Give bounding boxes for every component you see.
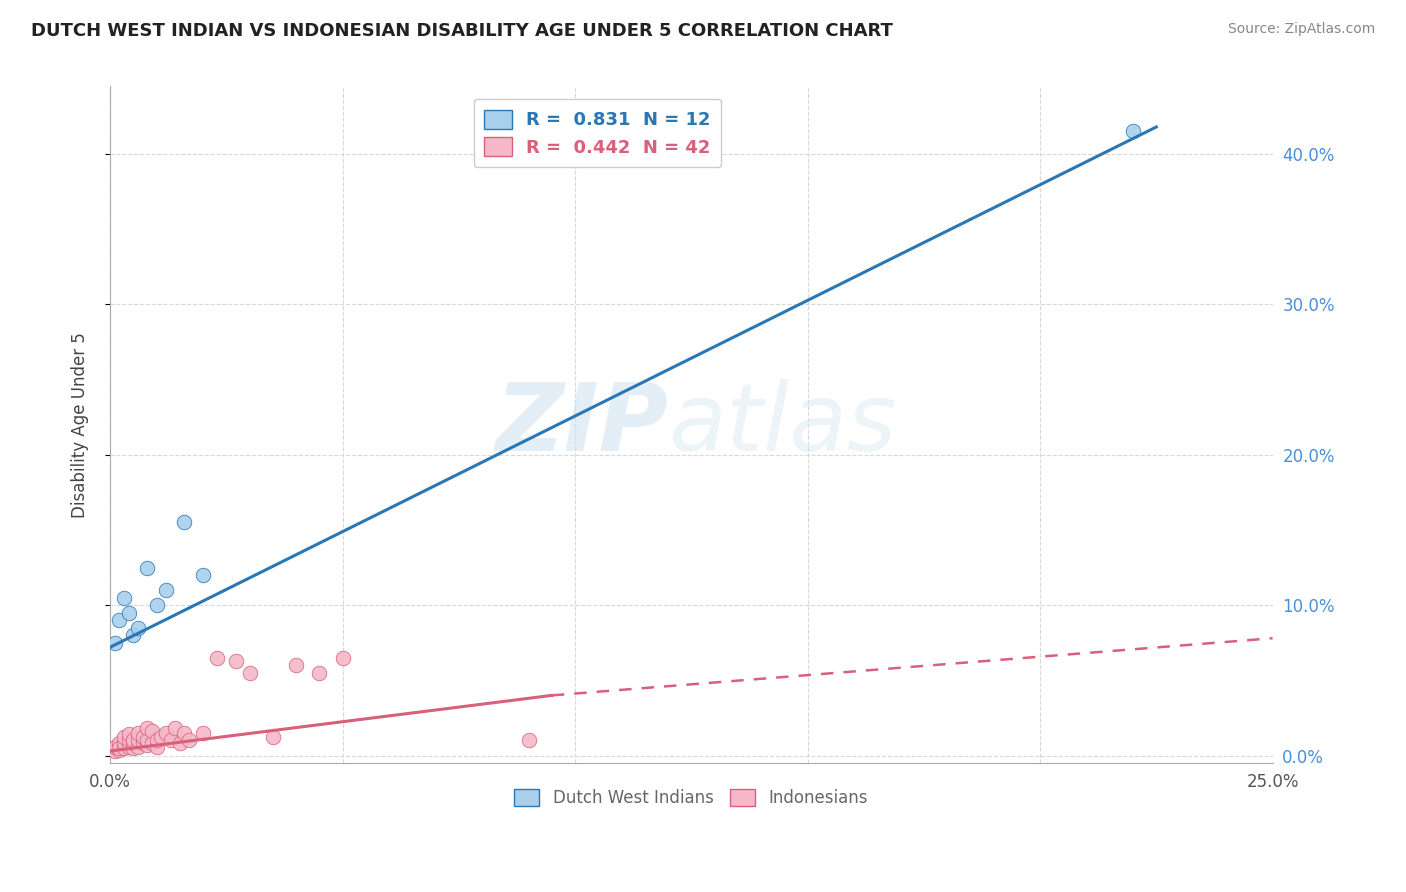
Point bbox=[104, 744, 127, 758]
Point bbox=[127, 726, 149, 740]
Text: DUTCH WEST INDIAN VS INDONESIAN DISABILITY AGE UNDER 5 CORRELATION CHART: DUTCH WEST INDIAN VS INDONESIAN DISABILI… bbox=[31, 22, 893, 40]
Y-axis label: Disability Age Under 5: Disability Age Under 5 bbox=[72, 332, 89, 517]
Point bbox=[155, 726, 177, 740]
Point bbox=[122, 737, 145, 751]
Text: Source: ZipAtlas.com: Source: ZipAtlas.com bbox=[1227, 22, 1375, 37]
Point bbox=[136, 738, 159, 752]
Point bbox=[141, 724, 163, 739]
Point bbox=[127, 733, 149, 747]
Point bbox=[104, 636, 127, 650]
Point bbox=[262, 731, 284, 745]
Point bbox=[179, 733, 201, 747]
Point bbox=[517, 733, 540, 747]
Point bbox=[118, 727, 141, 741]
Point bbox=[136, 722, 159, 736]
Point bbox=[108, 737, 131, 751]
Point bbox=[191, 726, 214, 740]
Legend: Dutch West Indians, Indonesians: Dutch West Indians, Indonesians bbox=[508, 782, 875, 814]
Point bbox=[131, 737, 153, 751]
Point bbox=[112, 741, 135, 756]
Point bbox=[108, 741, 131, 756]
Point bbox=[155, 583, 177, 598]
Point bbox=[112, 731, 135, 745]
Point bbox=[159, 733, 181, 747]
Point bbox=[122, 733, 145, 747]
Point bbox=[173, 516, 195, 530]
Point bbox=[136, 733, 159, 747]
Point bbox=[118, 733, 141, 747]
Point bbox=[150, 731, 173, 745]
Point bbox=[108, 742, 131, 756]
Point bbox=[136, 560, 159, 574]
Point bbox=[127, 621, 149, 635]
Point bbox=[308, 665, 330, 680]
Point bbox=[173, 726, 195, 740]
Point bbox=[1122, 124, 1144, 138]
Point bbox=[239, 665, 262, 680]
Point bbox=[145, 598, 167, 612]
Point bbox=[285, 658, 308, 673]
Point bbox=[108, 613, 131, 627]
Point bbox=[332, 650, 354, 665]
Point bbox=[141, 737, 163, 751]
Point bbox=[145, 733, 167, 747]
Point bbox=[118, 739, 141, 754]
Point bbox=[169, 737, 191, 751]
Point bbox=[225, 654, 247, 668]
Point bbox=[205, 650, 228, 665]
Point bbox=[122, 741, 145, 756]
Point bbox=[127, 739, 149, 754]
Text: ZIP: ZIP bbox=[495, 379, 668, 471]
Text: atlas: atlas bbox=[668, 379, 896, 470]
Point bbox=[191, 568, 214, 582]
Point bbox=[145, 739, 167, 754]
Point bbox=[122, 628, 145, 642]
Point bbox=[112, 737, 135, 751]
Point bbox=[131, 731, 153, 745]
Point bbox=[118, 606, 141, 620]
Point bbox=[112, 591, 135, 605]
Point bbox=[104, 739, 127, 754]
Point bbox=[165, 722, 187, 736]
